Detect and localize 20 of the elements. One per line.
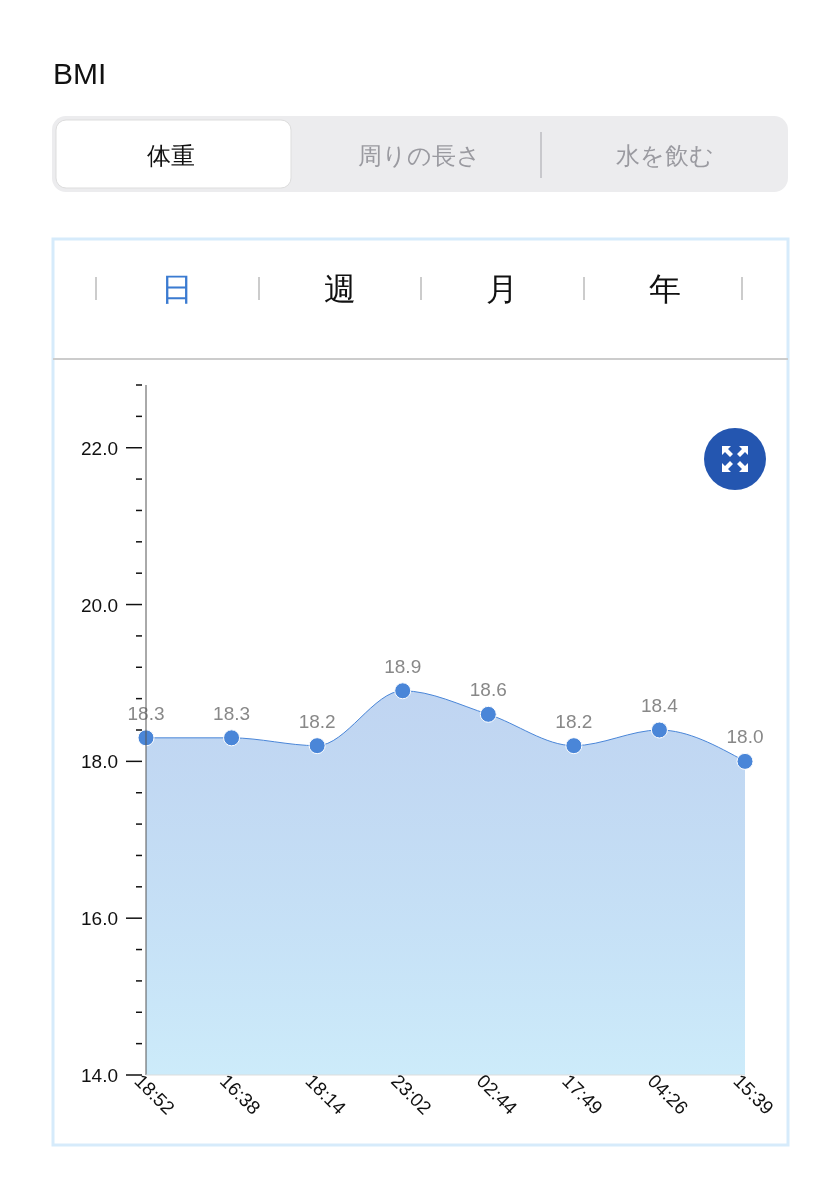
data-label: 18.2: [298, 710, 336, 732]
y-tick-label: 20.0: [81, 594, 118, 616]
text: 周りの長さ: [358, 142, 481, 169]
text: 日: [161, 271, 193, 307]
data-label: 18.6: [469, 679, 507, 701]
data-label: 18.0: [726, 726, 764, 748]
data-label: 18.9: [384, 655, 422, 677]
text: 年: [648, 271, 681, 307]
data-label: 18.2: [555, 710, 593, 732]
y-tick-label: 22.0: [81, 437, 118, 459]
text: BMI: [53, 57, 107, 90]
text: 月: [486, 271, 518, 307]
y-tick-label: 16.0: [81, 908, 118, 930]
text: 週: [323, 271, 356, 307]
y-tick-label: 18.0: [81, 751, 118, 773]
text: 体重: [146, 142, 195, 169]
text: 水を飲む: [615, 142, 714, 169]
y-tick-label: 14.0: [81, 1065, 118, 1086]
data-label: 18.4: [640, 695, 679, 716]
data-label: 18.3: [213, 702, 251, 724]
